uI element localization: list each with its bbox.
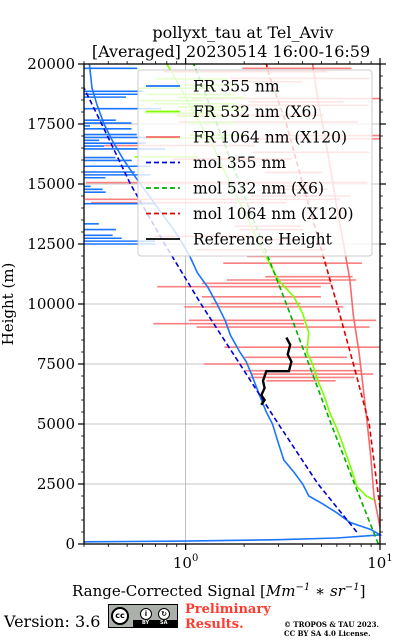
legend-box xyxy=(137,69,373,257)
cc-icon: cc xyxy=(111,607,129,625)
license-sa-text: SA xyxy=(160,620,168,626)
y-tick-label: 10000 xyxy=(27,295,75,313)
by-attribution-icon: i xyxy=(140,608,152,620)
x-axis-label-exp2: −1 xyxy=(345,582,360,593)
x-tick-label: 100 xyxy=(173,553,198,572)
y-tick-label: 5000 xyxy=(37,415,75,433)
copyright-note: © TROPOS & TAU 2023. CC BY SA 4.0 Licens… xyxy=(284,620,379,638)
legend-label: FR 355 nm xyxy=(193,78,280,96)
license-strip: BY SA xyxy=(133,620,178,627)
preliminary-line1: Preliminary xyxy=(185,602,271,617)
axes-ticks: 0 2500 5000 7500 10000 12500 15000 17500 20000 10… xyxy=(27,55,392,572)
legend-label: Reference Height xyxy=(193,231,333,249)
x-axis-label-exp: −1 xyxy=(295,582,310,593)
cc-license-badge: cc i ↻ BY SA xyxy=(108,604,178,628)
y-tick-label: 2500 xyxy=(37,475,75,493)
lidar-profile-chart: pollyxt_tau at Tel_Aviv [Averaged] 20230… xyxy=(0,23,393,600)
x-tick-label: 101 xyxy=(367,553,392,572)
reference-overlay xyxy=(259,337,293,406)
legend-label: mol 1064 nm (X120) xyxy=(193,205,354,223)
series-line-6 xyxy=(259,337,293,406)
y-tick-label: 7500 xyxy=(37,355,75,373)
license-by-text: BY xyxy=(142,620,150,626)
y-tick-label: 0 xyxy=(65,535,75,553)
x-axis-label-text: Range-Corrected Signal [ xyxy=(72,582,266,600)
y-tick-label: 20000 xyxy=(27,55,75,73)
legend: FR 355 nm FR 532 nm (X6) FR 1064 nm (X120)… xyxy=(137,69,373,257)
preliminary-line2: Results. xyxy=(185,617,244,632)
chart-title: pollyxt_tau at Tel_Aviv xyxy=(152,23,333,42)
legend-label: mol 532 nm (X6) xyxy=(193,180,324,198)
chart-subtitle: [Averaged] 20230514 16:00-16:59 xyxy=(92,42,370,61)
x-axis-label-close: ] xyxy=(360,582,366,600)
y-axis-label: Height (m) xyxy=(0,263,17,346)
legend-label: mol 355 nm xyxy=(193,154,286,172)
share-alike-icon: ↻ xyxy=(158,608,170,620)
legend-label: FR 532 nm (X6) xyxy=(193,103,317,121)
series-line-5 xyxy=(265,63,381,509)
x-axis-label-unit2: sr xyxy=(330,582,346,600)
series-line-3 xyxy=(83,87,358,533)
version-label: Version: 3.6 xyxy=(4,612,101,631)
copyright-line1: © TROPOS & TAU 2023. xyxy=(284,620,379,629)
x-axis-label-mid: ∗ xyxy=(310,582,330,600)
copyright-line2: CC BY SA 4.0 License. xyxy=(284,629,371,638)
legend-label: FR 1064 nm (X120) xyxy=(193,129,347,147)
preliminary-note: Preliminary Results. xyxy=(185,602,271,632)
y-tick-label: 12500 xyxy=(27,235,75,253)
y-tick-label: 17500 xyxy=(27,115,75,133)
x-axis-label: Range-Corrected Signal [Mm−1 ∗ sr−1] xyxy=(72,582,365,600)
y-tick-label: 15000 xyxy=(27,175,75,193)
x-axis-label-unit: Mm xyxy=(265,582,296,600)
